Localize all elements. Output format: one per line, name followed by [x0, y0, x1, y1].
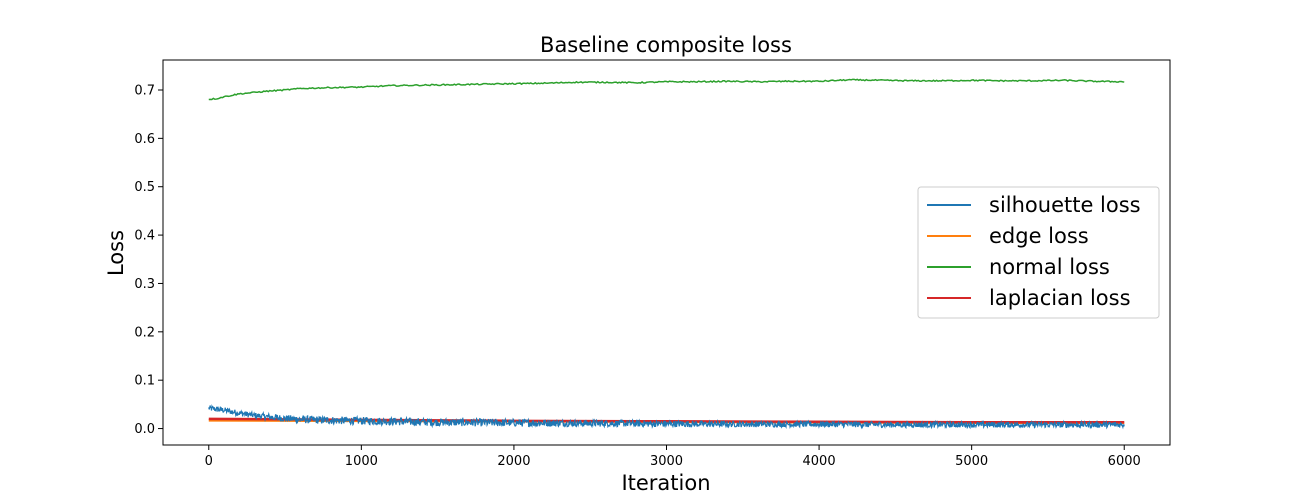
- chart-title: Baseline composite loss: [540, 33, 792, 57]
- y-tick-label: 0.4: [134, 229, 155, 244]
- legend-box: [917, 186, 1160, 319]
- series-line-silhouette-loss: [208, 404, 1125, 430]
- legend-label: silhouette loss: [989, 193, 1141, 217]
- x-tick-label: 4000: [803, 454, 836, 469]
- y-tick-label: 0.1: [134, 374, 155, 389]
- y-axis: 0.0 0.1 0.2 0.3 0.4 0.5 0.6 0.7: [134, 83, 163, 437]
- legend-label: edge loss: [989, 224, 1089, 248]
- x-tick-label: 2000: [497, 454, 530, 469]
- x-tick-label: 0: [205, 454, 213, 469]
- legend: silhouette loss edge loss normal loss lapla…: [917, 186, 1160, 319]
- legend-label: normal loss: [989, 255, 1110, 279]
- x-axis-label: Iteration: [621, 471, 710, 495]
- y-tick-label: 0.0: [134, 422, 155, 437]
- x-tick-label: 6000: [1108, 454, 1141, 469]
- y-tick-label: 0.7: [134, 83, 155, 98]
- x-axis: 0 1000 2000 3000 4000 5000 6000: [205, 445, 1141, 469]
- y-tick-label: 0.2: [134, 325, 155, 340]
- x-tick-label: 1000: [345, 454, 378, 469]
- legend-label: laplacian loss: [989, 286, 1131, 310]
- y-tick-label: 0.3: [134, 277, 155, 292]
- series-line-normal-loss: [208, 78, 1125, 101]
- y-axis-label: Loss: [104, 230, 128, 276]
- y-tick-label: 0.6: [134, 132, 155, 147]
- x-tick-label: 3000: [650, 454, 683, 469]
- x-tick-label: 5000: [955, 454, 988, 469]
- plot-lines: [208, 78, 1125, 430]
- y-tick-label: 0.5: [134, 180, 155, 195]
